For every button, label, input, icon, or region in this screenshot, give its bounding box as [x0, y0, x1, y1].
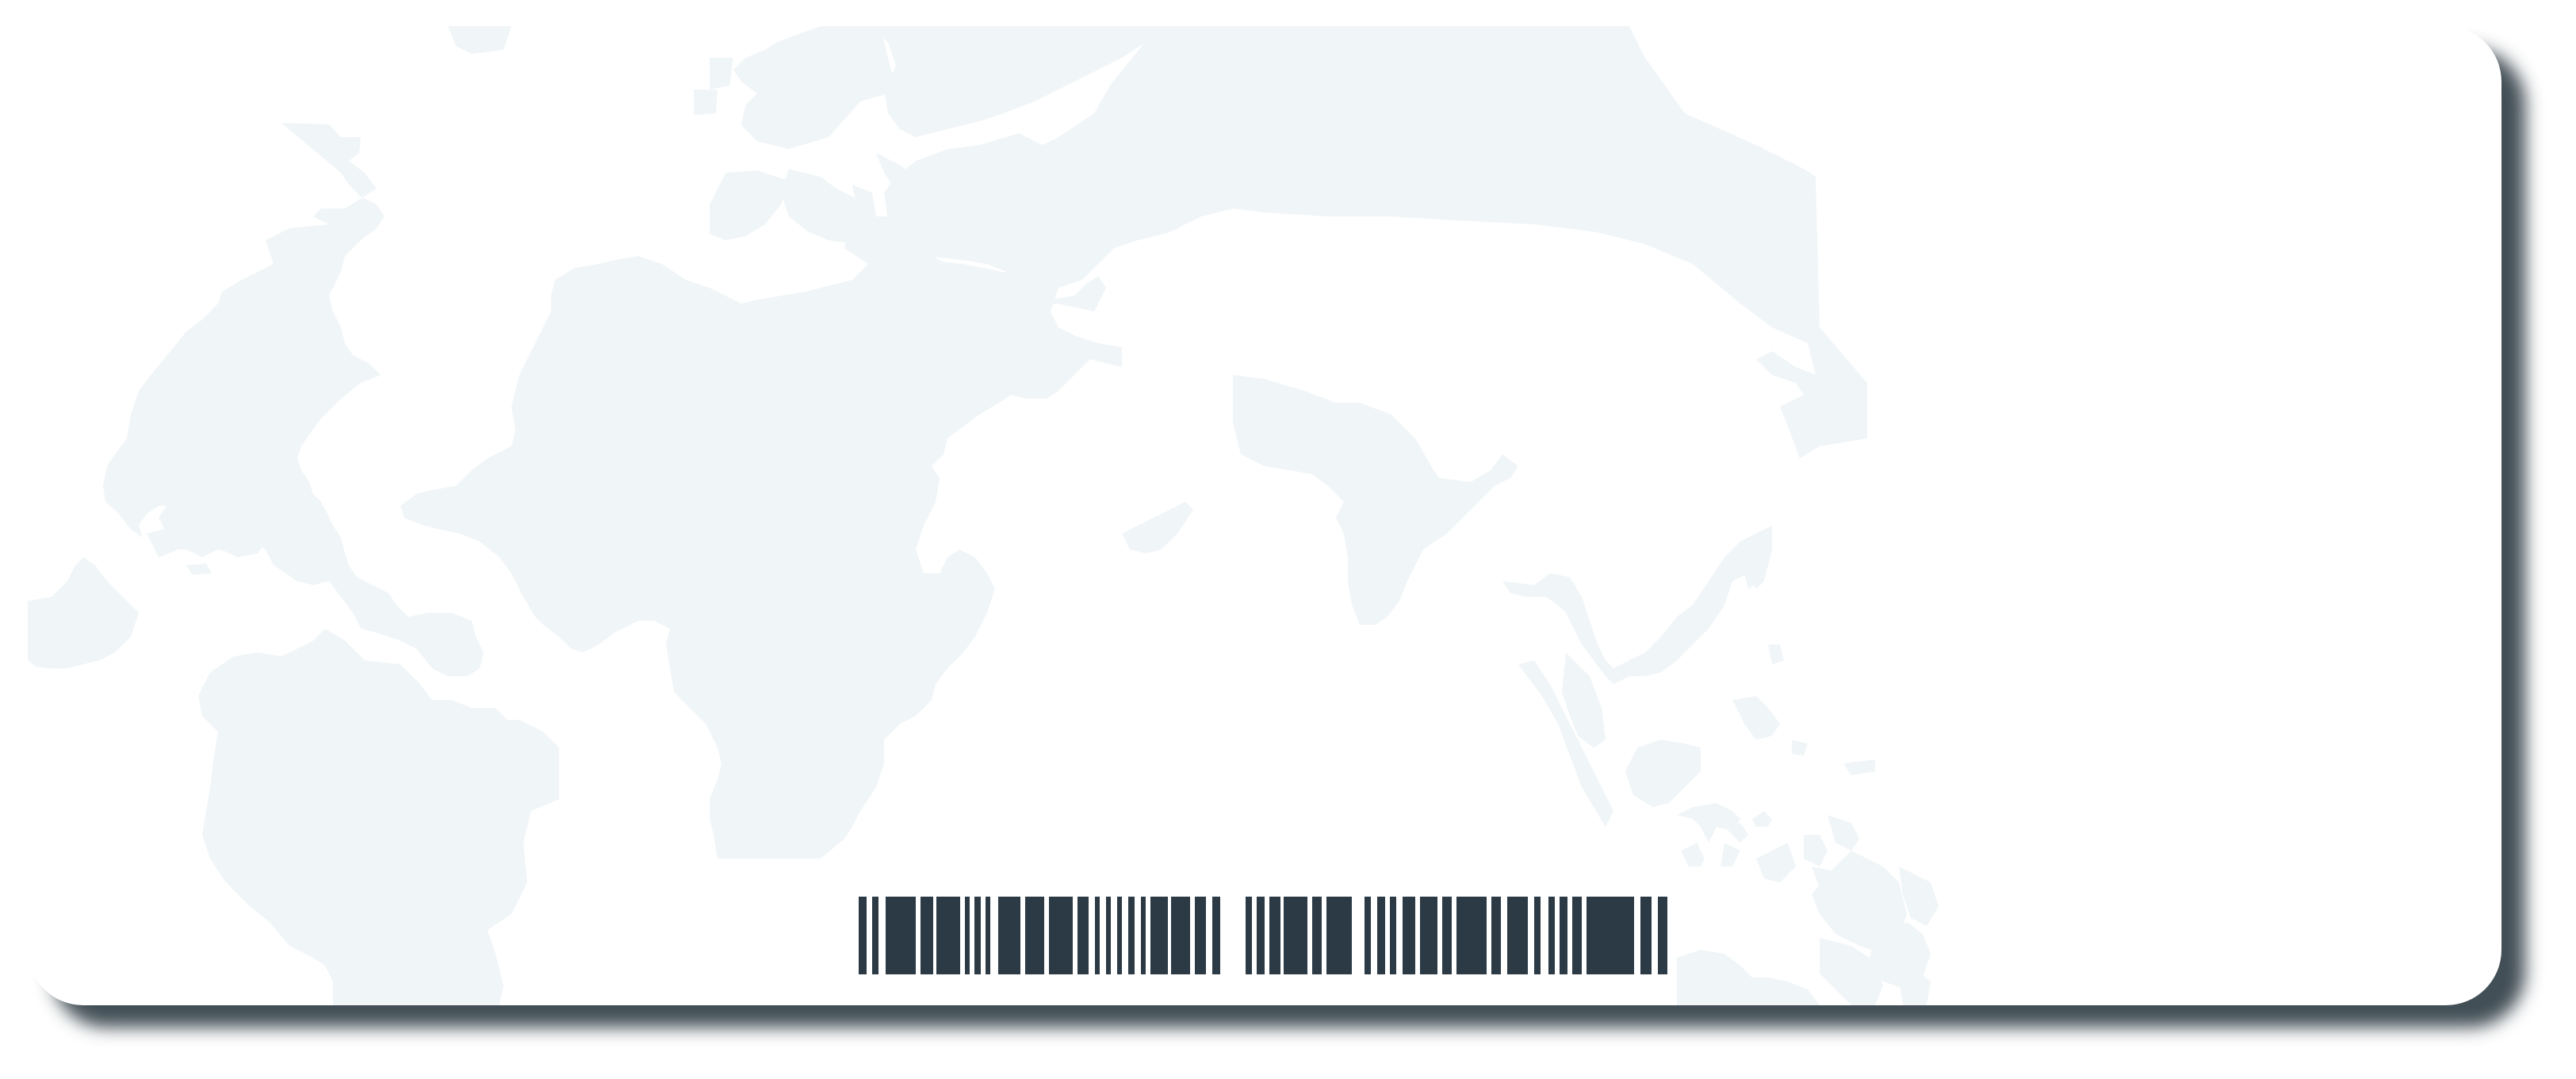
ticket-card	[28, 26, 2501, 1005]
barcode-icon	[859, 897, 1667, 974]
world-map-icon	[28, 26, 1939, 1005]
